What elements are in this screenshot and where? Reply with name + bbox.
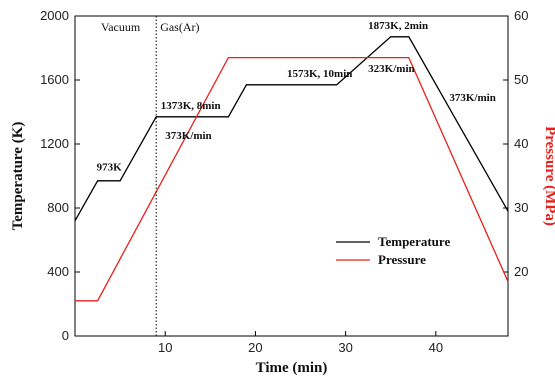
y-right-tick-label: 30 xyxy=(514,200,528,215)
y-right-tick-label: 20 xyxy=(514,264,528,279)
annotations: 973K 373K/min 1373K, 8min 1573K, 10min 1873K… xyxy=(97,20,496,174)
annotation-label: 1573K, 10min xyxy=(287,68,352,80)
annotation-label: 973K xyxy=(97,161,123,173)
plot-frame xyxy=(74,15,509,337)
y-right-tick-label: 50 xyxy=(514,72,528,87)
plot-frame-group xyxy=(74,15,509,337)
y-axis-left-title: Temperature (K) xyxy=(10,122,26,231)
y-right-tick-label: 40 xyxy=(514,136,528,151)
y-left-tick-label: 800 xyxy=(47,200,69,215)
y-left-tick-label: 400 xyxy=(47,264,69,279)
annotation-label: 373K/min xyxy=(165,130,211,142)
y-right-tick-label: 60 xyxy=(514,8,528,23)
y-left-tick-label: 1600 xyxy=(40,72,69,87)
y-left-tick-label: 0 xyxy=(62,328,69,343)
phase-label-gas: Gas(Ar) xyxy=(160,20,199,34)
x-tick-label: 20 xyxy=(248,340,262,355)
annotation-label: 1373K, 8min xyxy=(161,100,221,112)
series-line-temperature xyxy=(74,36,509,222)
x-tick-label: 30 xyxy=(338,340,352,355)
y-left-tick-label: 1200 xyxy=(40,136,69,151)
legend: Temperature Pressure xyxy=(336,234,450,267)
series-line-pressure xyxy=(75,56,509,302)
x-tick-label: 10 xyxy=(158,340,172,355)
legend-label-temperature: Temperature xyxy=(378,234,450,249)
x-axis-title: Time (min) xyxy=(256,360,328,376)
series-layer xyxy=(74,36,509,302)
annotation-label: 1873K, 2min xyxy=(368,20,428,32)
legend-label-pressure: Pressure xyxy=(378,252,426,267)
annotation-label: 373K/min xyxy=(449,92,495,104)
y-axis-right-title: Pressure (MPa) xyxy=(542,126,555,226)
y-left-tick-label: 2000 xyxy=(40,8,69,23)
annotation-label: 323K/min xyxy=(368,63,414,75)
phase-label-vacuum: Vacuum xyxy=(101,20,141,34)
x-tick-label: 40 xyxy=(429,340,443,355)
